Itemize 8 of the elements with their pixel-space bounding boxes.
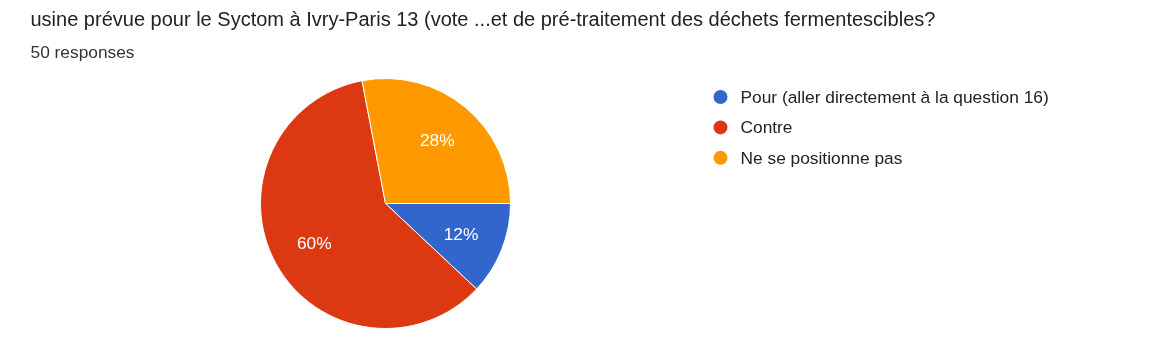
legend-label: Ne se positionne pas bbox=[740, 147, 903, 168]
text: 50 responses bbox=[30, 41, 135, 62]
legend-label: Pour (aller directement à la question 16) bbox=[740, 86, 1049, 107]
data-label: 28% bbox=[419, 129, 455, 150]
chart-title: usine prévue pour le Syctom à Ivry-Paris 13 (vote ...et de pré-traitement des déchets fermentescibles? bbox=[30, 7, 936, 30]
data-label: 60% bbox=[296, 233, 332, 254]
data-label: 12% bbox=[443, 223, 479, 244]
legend-label: Contre bbox=[740, 117, 793, 138]
